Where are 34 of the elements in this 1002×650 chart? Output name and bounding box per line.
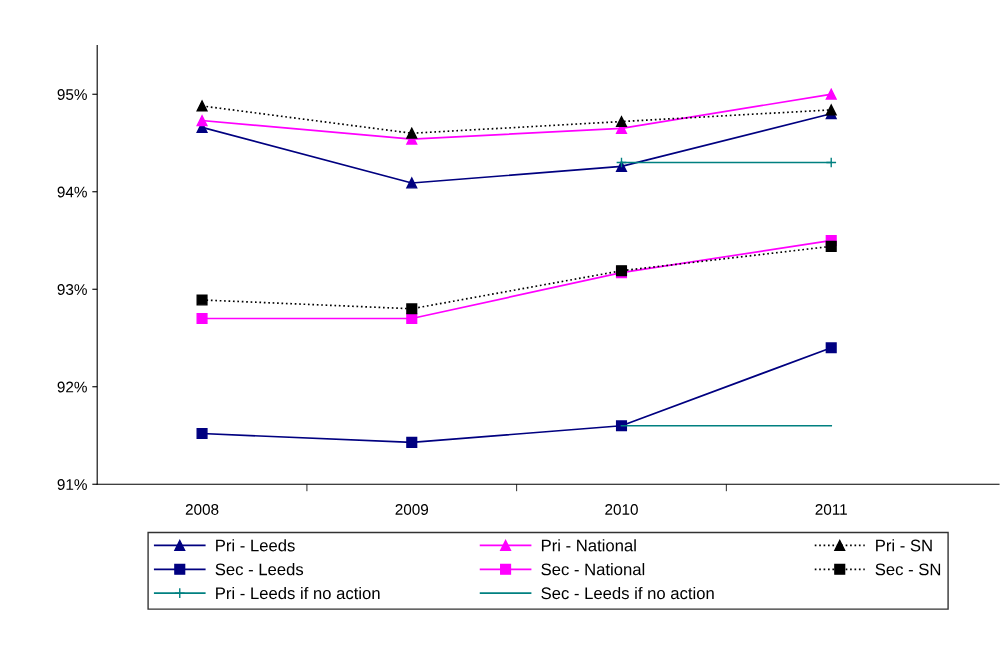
point [825,156,837,169]
y-tick-label: 91% [57,479,87,490]
legend-label: Pri - Leeds if no action [216,586,380,600]
point [825,88,837,100]
x-tick-label: 2008 [185,504,219,515]
point [196,427,208,440]
legend-label: Sec - Leeds [215,563,304,576]
legend-label: Pri - SN [876,539,932,552]
x-tick-label: 2010 [605,504,638,515]
point [196,115,208,127]
point [825,104,837,116]
point [406,303,418,315]
point [406,436,418,448]
y-tick-label: 93% [57,284,87,295]
point [196,312,208,325]
point [406,312,418,325]
legend-label: Sec - National [541,563,645,576]
y-tick-label: 92% [57,381,87,393]
point [406,127,418,139]
legend-label: Pri - National [541,539,636,552]
point [196,294,208,306]
point [406,177,418,189]
point [615,115,628,128]
point [825,240,837,252]
point [825,342,837,354]
legend-label: Sec - Leeds if no action [541,586,714,600]
x-tick-label: 2011 [815,504,847,515]
y-tick-label: 95% [57,89,87,100]
legend-label: Sec - SN [875,563,941,576]
y-tick-label: 94% [57,186,87,198]
x-tick-label: 2009 [395,504,429,515]
point [615,156,628,169]
legend-label: Pri - Leeds [216,539,295,552]
point [196,100,208,112]
